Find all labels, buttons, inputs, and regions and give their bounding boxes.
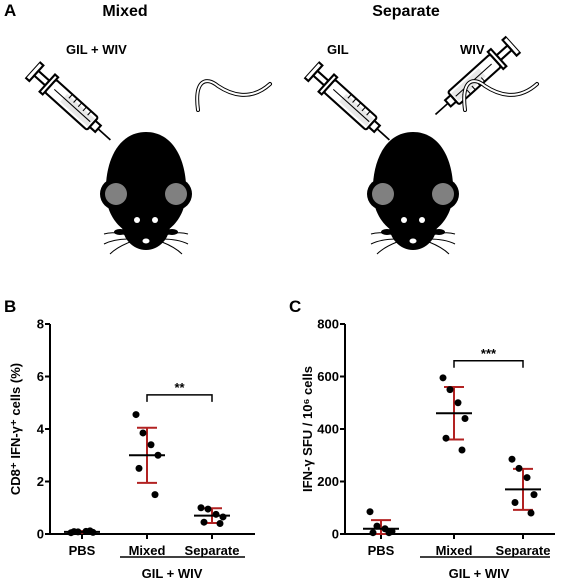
data-point <box>219 513 227 521</box>
x-tick-label: Mixed <box>129 543 166 558</box>
data-point <box>132 411 140 419</box>
separate-title: Separate <box>372 3 440 20</box>
separate-syringe-right-label: WIV <box>460 42 485 57</box>
data-point <box>212 510 220 518</box>
mixed-illustration: Mixed GIL + WIV <box>23 3 272 256</box>
data-point <box>508 455 516 463</box>
panel-letter-c: C <box>289 297 301 316</box>
y-tick-label: 200 <box>317 474 339 489</box>
x-tick-label: Separate <box>496 543 551 558</box>
data-point <box>197 504 205 512</box>
data-point <box>216 520 224 527</box>
data-point <box>461 415 469 422</box>
significance-label: ** <box>174 380 185 395</box>
syringe-icon <box>302 60 399 150</box>
panel-letter-a: A <box>4 1 16 20</box>
data-point <box>385 529 393 537</box>
data-point <box>439 374 447 382</box>
data-point <box>204 505 212 513</box>
syringe-icon <box>23 60 120 150</box>
data-point <box>527 509 535 517</box>
panel-b-chart: B CD8⁺ IFN-γ⁺ cells (%) GIL + WIV 0 2 4 6 8 P… <box>4 297 255 581</box>
mixed-syringe-label: GIL + WIV <box>66 42 127 57</box>
data-point <box>139 429 147 437</box>
data-point <box>458 446 466 454</box>
data-point <box>86 527 94 535</box>
y-tick-label: 0 <box>37 527 44 542</box>
panel-letter-b: B <box>4 297 16 316</box>
data-point <box>454 399 462 407</box>
y-tick-label: 400 <box>317 422 339 437</box>
data-point <box>523 474 531 482</box>
y-tick-label: 600 <box>317 369 339 384</box>
significance-label: *** <box>481 346 497 361</box>
group-label: GIL + WIV <box>142 566 203 581</box>
separate-illustration: Separate GIL WIV <box>302 3 539 256</box>
significance-bracket <box>453 360 524 368</box>
x-tick-label: Mixed <box>436 543 473 558</box>
data-point <box>442 434 450 442</box>
data-point <box>373 522 381 530</box>
x-tick-label: Separate <box>185 543 240 558</box>
mouse-icon <box>98 79 272 256</box>
mixed-title: Mixed <box>102 3 147 20</box>
y-tick-label: 800 <box>317 317 339 332</box>
mouse-icon <box>365 79 539 256</box>
panel-c-chart: C IFN-γ SFU / 10⁶ cells GIL + WIV 0 200 40… <box>289 297 555 581</box>
data-point <box>446 386 454 394</box>
y-axis-label: IFN-γ SFU / 10⁶ cells <box>300 366 315 492</box>
x-tick-label: PBS <box>368 543 395 558</box>
y-tick-label: 0 <box>332 527 339 542</box>
y-axis-label: CD8⁺ IFN-γ⁺ cells (%) <box>8 363 23 495</box>
data-point <box>369 529 377 537</box>
data-point <box>147 441 155 449</box>
data-point <box>200 518 208 526</box>
x-tick-label: PBS <box>69 543 96 558</box>
data-point <box>70 528 78 536</box>
data-point <box>366 508 374 516</box>
group-label: GIL + WIV <box>449 566 510 581</box>
y-tick-label: 6 <box>37 369 44 384</box>
data-point <box>530 491 538 499</box>
y-tick-label: 8 <box>37 317 44 332</box>
y-tick-label: 2 <box>37 474 44 489</box>
data-point <box>135 464 143 472</box>
significance-bracket <box>146 394 213 402</box>
data-point <box>515 464 523 472</box>
data-point <box>151 491 159 499</box>
y-tick-label: 4 <box>37 422 45 437</box>
panel-a: A Mixed GIL + WIV Separate GIL WIV <box>4 1 539 256</box>
separate-syringe-left-label: GIL <box>327 42 349 57</box>
data-point <box>154 451 162 459</box>
data-point <box>511 499 519 506</box>
